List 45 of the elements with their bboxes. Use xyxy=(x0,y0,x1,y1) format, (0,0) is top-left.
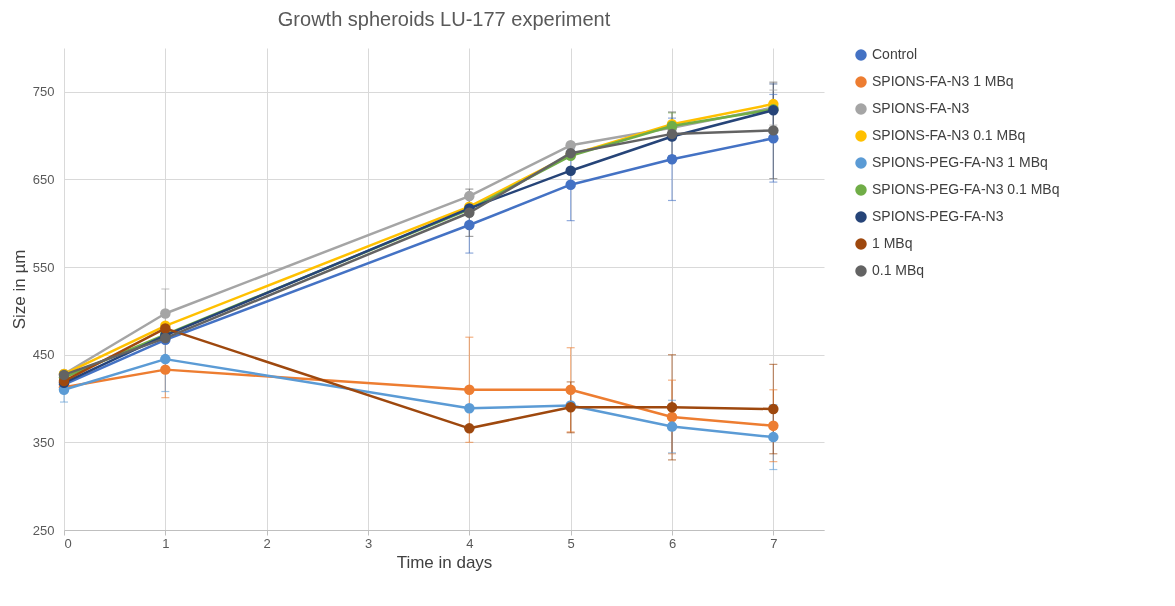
legend-label: SPIONS-FA-N3 0.1 MBq xyxy=(872,127,1026,143)
point xyxy=(768,420,779,431)
point xyxy=(464,384,475,396)
x-tick-label: 2 xyxy=(263,535,271,551)
point xyxy=(565,179,576,190)
y-tick-label: 250 xyxy=(32,522,55,538)
point xyxy=(768,403,779,415)
legend-label: 0.1 MBq xyxy=(872,262,925,278)
y-tick-label: 550 xyxy=(32,259,55,275)
x-tick-label: 6 xyxy=(668,535,677,551)
legend-label: 1 MBq xyxy=(872,235,913,251)
x-tick-label: 7 xyxy=(770,535,778,551)
point xyxy=(565,165,576,176)
point xyxy=(768,125,779,136)
point xyxy=(464,219,475,231)
legend-label: SPIONS-FA-N3 xyxy=(872,100,970,116)
x-tick-label: 4 xyxy=(466,535,474,551)
point xyxy=(666,402,678,413)
legend-label: SPIONS-PEG-FA-N3 xyxy=(872,208,1004,224)
point xyxy=(160,364,171,375)
x-tick-label: 1 xyxy=(162,535,170,551)
y-tick-label: 350 xyxy=(32,434,55,450)
point xyxy=(464,423,475,434)
y-tick-label: 750 xyxy=(32,84,55,100)
y-axis-title: Size in µm xyxy=(9,249,29,330)
point xyxy=(768,431,779,443)
point xyxy=(160,308,171,319)
legend-label: Control xyxy=(872,46,918,62)
legend-label: SPIONS-PEG-FA-N3 0.1 MBq xyxy=(872,181,1060,197)
point xyxy=(666,421,678,432)
point xyxy=(666,154,678,165)
x-tick-label: 5 xyxy=(567,535,575,551)
point xyxy=(464,402,475,414)
x-tick-label: 0 xyxy=(64,535,72,551)
point xyxy=(666,411,678,423)
point xyxy=(565,384,576,396)
x-tick-label: 3 xyxy=(364,535,373,551)
x-axis-title: Time in days xyxy=(396,552,493,572)
chart-title: Growth spheroids LU-177 experiment xyxy=(277,8,611,30)
legend-label: SPIONS-FA-N3 1 MBq xyxy=(872,73,1014,89)
legend-label: SPIONS-PEG-FA-N3 1 MBq xyxy=(872,154,1048,170)
point xyxy=(160,353,171,365)
y-tick-label: 650 xyxy=(32,171,55,187)
y-tick-label: 450 xyxy=(32,347,55,363)
point xyxy=(464,190,475,202)
